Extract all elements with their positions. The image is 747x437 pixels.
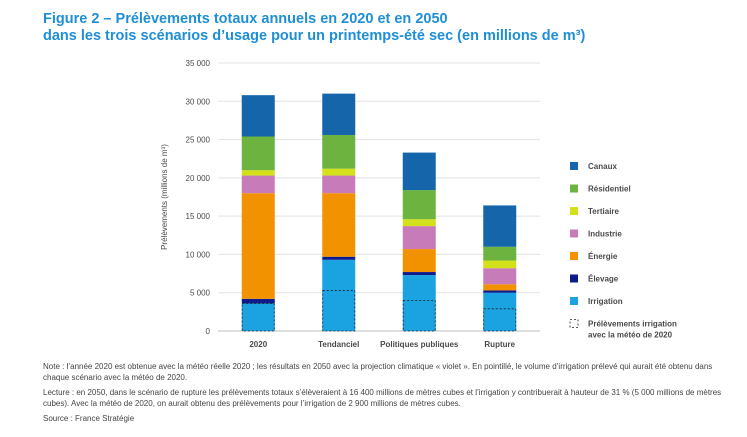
irrigation-2020-dotted-box xyxy=(322,290,356,332)
bar-segment-industrie xyxy=(241,175,275,194)
legend-label: Irrigation xyxy=(588,297,623,306)
bar-segment-canaux xyxy=(322,93,356,135)
legend-label-dotted-line2: avec la météo de 2020 xyxy=(588,331,673,340)
legend-label: Énergie xyxy=(588,252,618,261)
bar-segment-irrigation xyxy=(322,259,356,331)
bar-segment-industrie xyxy=(322,175,356,194)
bar-segment-energie xyxy=(241,193,275,299)
bar-segment-residentiel xyxy=(402,190,436,220)
x-category-label: Rupture xyxy=(484,340,515,349)
bar-segment-tertiaire xyxy=(483,260,517,269)
legend-label: Résidentiel xyxy=(588,185,631,194)
y-tick-label: 5 000 xyxy=(190,289,211,298)
bar-segment-canaux xyxy=(241,95,275,137)
legend-swatch xyxy=(570,229,578,238)
bar-segment-irrigation xyxy=(402,275,436,331)
bar-segment-irrigation xyxy=(483,292,517,331)
source-text: Source : France Stratégie xyxy=(43,414,135,423)
y-tick-label: 35 000 xyxy=(186,59,211,68)
bar-segment-residentiel xyxy=(241,136,275,171)
legend-swatch xyxy=(570,207,578,215)
figure-title-line2: dans les trois scénarios d’usage pour un… xyxy=(43,28,586,44)
legend-swatch xyxy=(570,162,578,170)
legend-label: Tertiaire xyxy=(588,207,620,216)
bar-segment-residentiel xyxy=(322,134,356,169)
bar-segment-canaux xyxy=(402,152,436,191)
legend-swatch-dotted xyxy=(569,319,579,328)
y-tick-label: 10 000 xyxy=(186,250,211,259)
x-category-label: 2020 xyxy=(249,340,267,349)
bar-segment-tertiaire xyxy=(322,168,356,176)
stacked-bar-chart: 0 5 000 10 000 15 000 20 000 25 000 30 000 35 0… xyxy=(160,59,677,349)
bar-segment-residentiel xyxy=(483,246,517,261)
bar-segment-tertiaire xyxy=(402,219,436,227)
y-tick-label: 15 000 xyxy=(186,212,211,221)
bar-segment-elevage xyxy=(483,290,517,293)
y-tick-label: 25 000 xyxy=(186,136,211,145)
legend-label-dotted-line1: Prélèvements irrigation xyxy=(588,320,677,329)
bar-segment-canaux xyxy=(483,205,517,247)
legend-swatch xyxy=(570,297,578,305)
irrigation-2020-dotted-box xyxy=(241,303,275,332)
legend-swatch xyxy=(570,184,578,193)
figure-title: Figure 2 – Prélèvements totaux annuels e… xyxy=(43,11,733,45)
x-category-label: Politiques publiques xyxy=(380,340,459,349)
bar-segment-tertiaire xyxy=(241,170,275,176)
legend-swatch xyxy=(570,252,578,260)
y-tick-label: 0 xyxy=(206,327,211,336)
bar-segment-elevage xyxy=(322,256,356,260)
bar-segment-energie xyxy=(483,284,517,291)
y-tick-label: 30 000 xyxy=(186,97,211,106)
legend-label: Canaux xyxy=(588,162,617,171)
bar-segment-elevage xyxy=(402,272,436,276)
bar-segment-irrigation xyxy=(241,303,275,331)
note-text: Note : l’année 2020 est obtenue avec la … xyxy=(43,362,713,382)
y-tick-label: 20 000 xyxy=(186,174,211,183)
figure-title-line1: Figure 2 – Prélèvements totaux annuels e… xyxy=(43,11,448,27)
lecture-text: Lecture : en 2050, dans le scénario de r… xyxy=(43,388,722,408)
bar-segment-elevage xyxy=(241,298,275,304)
irrigation-2020-dotted-box xyxy=(402,299,436,332)
notes-block: Note : l’année 2020 est obtenue avec la … xyxy=(43,361,723,428)
legend-label: Élevage xyxy=(588,275,619,284)
y-axis-label: Prélèvements (millions de m³) xyxy=(160,144,169,250)
bar-segment-industrie xyxy=(483,268,517,285)
bar-segment-industrie xyxy=(402,226,436,250)
legend-swatch xyxy=(570,274,578,283)
bar-segment-energie xyxy=(402,249,436,273)
bar-segment-energie xyxy=(322,193,356,257)
irrigation-2020-dotted-box xyxy=(483,308,517,332)
legend-label: Industrie xyxy=(588,230,622,239)
x-category-label: Tendanciel xyxy=(318,340,359,349)
